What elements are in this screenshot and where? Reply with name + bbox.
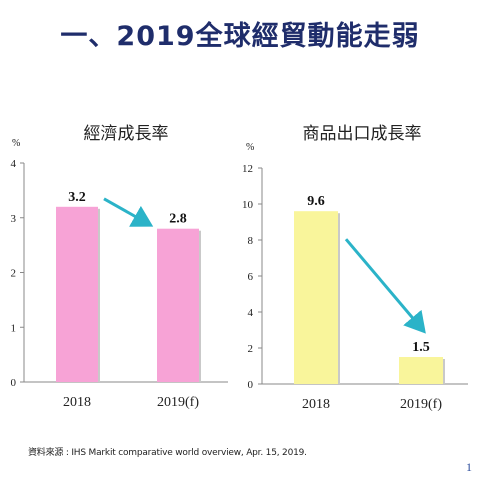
y-tick-label: 2 (11, 268, 17, 280)
category-label: 2019(f) (157, 395, 199, 410)
category-label: 2019(f) (400, 397, 442, 412)
y-unit-label: % (12, 138, 20, 149)
slide-title: 一、2019全球經貿動能走弱 (60, 21, 420, 52)
y-tick-label: 8 (248, 235, 254, 247)
y-tick-label: 4 (11, 158, 17, 170)
bar-2019(f) (399, 357, 443, 384)
data-label: 2.8 (169, 212, 187, 227)
y-tick-label: 10 (242, 199, 254, 211)
bar-2018 (294, 211, 338, 384)
y-tick-label: 4 (248, 307, 254, 319)
source-note: 資料來源 : IHS Markit comparative world over… (28, 448, 307, 458)
bar-2018 (56, 206, 98, 382)
gdp-growth-chart: 經濟成長率% 0 1 2 3 4 3.2 2018 2.8 2019(f) (0, 0, 240, 444)
category-label: 2018 (302, 397, 330, 412)
data-label: 3.2 (68, 190, 86, 205)
y-tick-label: 12 (242, 163, 253, 175)
gdp-growth-chart-svg: 經濟成長率% 0 1 2 3 4 3.2 2018 2.8 2019(f) (11, 124, 228, 410)
data-label: 9.6 (307, 194, 325, 209)
trend-arrow (103, 197, 154, 227)
export-growth-chart: 商品出口成長率% 0 2 4 6 8 10 12 9.6 2018 1.5 2019(f) (240, 0, 480, 444)
export-growth-chart-svg: 商品出口成長率% 0 2 4 6 8 10 12 9.6 2018 1.5 2019(f) (242, 124, 468, 412)
y-tick-label: 0 (248, 379, 254, 391)
y-tick-label: 0 (11, 377, 17, 389)
chart-title: 經濟成長率 (84, 124, 169, 144)
category-label: 2018 (63, 395, 91, 410)
y-unit-label: % (246, 142, 254, 153)
y-tick-label: 1 (11, 322, 17, 334)
page-number: 1 (466, 460, 472, 474)
y-tick-label: 6 (248, 271, 254, 283)
data-label: 1.5 (412, 340, 430, 355)
y-tick-label: 3 (11, 213, 17, 225)
y-tick-label: 2 (248, 343, 254, 355)
chart-title: 商品出口成長率 (303, 124, 422, 144)
bar-2019(f) (157, 228, 199, 382)
trend-arrow (344, 238, 426, 334)
